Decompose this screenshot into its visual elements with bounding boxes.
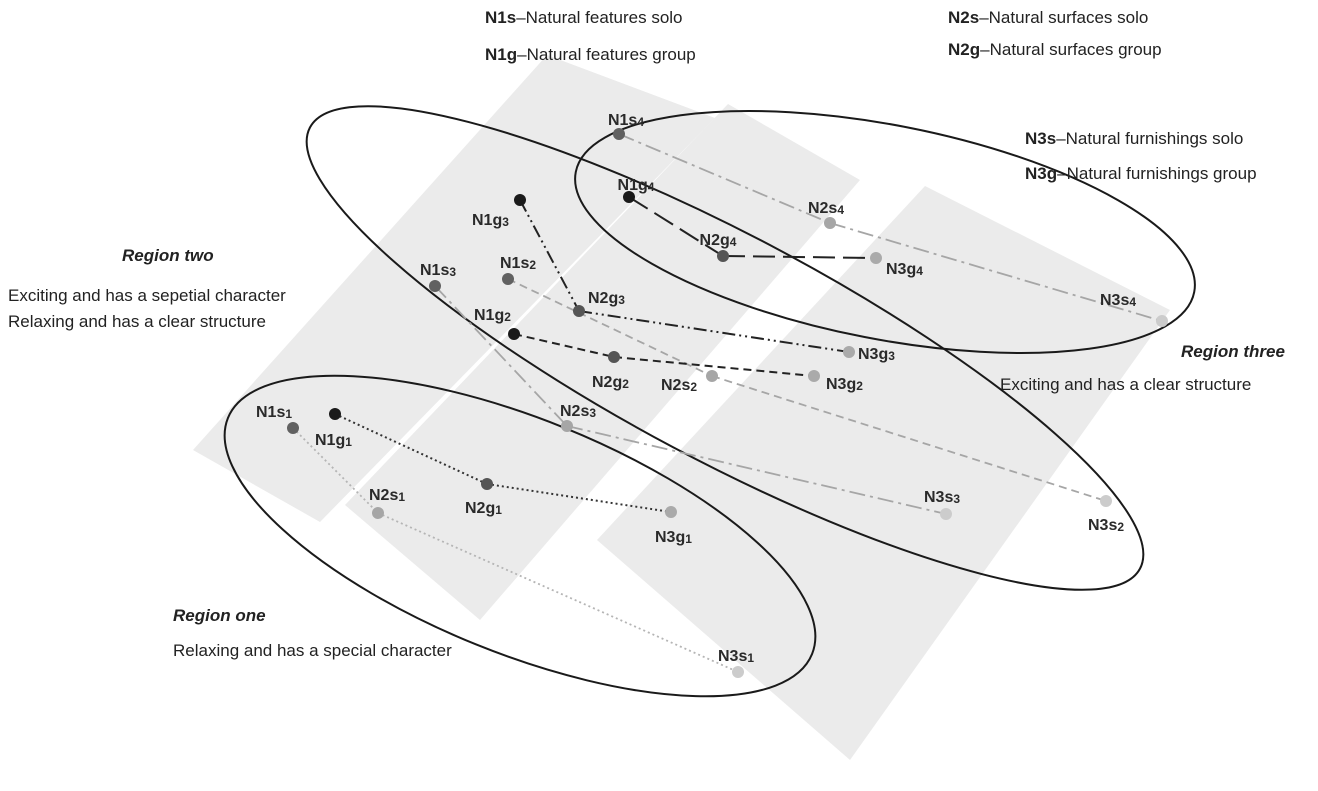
node-n1s4 [613, 128, 625, 140]
band-natural-features [193, 55, 715, 522]
background-bands [193, 55, 1170, 760]
node-n3s1 [732, 666, 744, 678]
node-label-n2g3: N2g3 [588, 290, 625, 307]
connection-n1s4-n2s4 [618, 133, 831, 224]
node-label-n1s4: N1s4 [608, 112, 644, 129]
legend-n3s: N3s–Natural furnishings solo [1025, 129, 1244, 148]
node-label-n3g4: N3g4 [886, 261, 923, 278]
legend-n1g: N1g–Natural features group [485, 45, 696, 64]
node-n2g4 [717, 250, 729, 262]
node-label-n3s2: N3s2 [1088, 517, 1124, 534]
node-label-n2g4: N2g4 [700, 232, 737, 249]
region-one-title: Region one [173, 606, 266, 625]
node-n3g1 [665, 506, 677, 518]
legend-code: N3s [1025, 129, 1057, 148]
region-one-description: Relaxing and has a special character [173, 641, 452, 660]
node-label-n1g2: N1g2 [474, 307, 511, 324]
node-n3s4 [1156, 315, 1168, 327]
node-n1g1 [329, 408, 341, 420]
node-n1g4 [623, 191, 635, 203]
node-n2g2 [608, 351, 620, 363]
node-labels: N1s4 N1g4 N2s4 N2g4 N3g4 N3s4 N1g3 N1s3 N1s2 N2g3… [256, 112, 1136, 665]
node-label-n3s3: N3s3 [924, 489, 960, 506]
legend-code: N1g [485, 45, 518, 64]
node-label-n3s1: N3s1 [718, 648, 754, 665]
region-three-description: Exciting and has a clear structure [1000, 375, 1252, 394]
node-n1g3 [514, 194, 526, 206]
band-natural-surfaces [345, 104, 860, 620]
node-n1s1 [287, 422, 299, 434]
connection-n1g3-n2g3 [519, 199, 580, 312]
node-label-n2s3: N2s3 [560, 403, 596, 420]
connection-lines [292, 133, 1163, 673]
connection-n2g2-n3g2 [613, 356, 815, 377]
band-natural-furnishings [597, 186, 1170, 760]
connection-n1g2-n2g2 [513, 333, 615, 358]
connection-n2g3-n3g3 [578, 310, 850, 353]
node-label-n3g2: N3g2 [826, 376, 863, 393]
legend-text: Natural surfaces solo [988, 8, 1149, 27]
node-n3g2 [808, 370, 820, 382]
connection-n2g1-n3g1 [486, 483, 672, 513]
node-n1s2 [502, 273, 514, 285]
connection-n2s2-n3s2 [711, 375, 1107, 502]
region-two-title: Region two [122, 246, 214, 265]
node-label-n1s3: N1s3 [420, 262, 456, 279]
legend-code: N1s [485, 8, 517, 27]
legend-n2s: N2s–Natural surfaces solo [948, 8, 1149, 27]
node-n1g2 [508, 328, 520, 340]
legend-text: Natural features group [526, 45, 696, 64]
node-label-n2s1: N2s1 [369, 487, 405, 504]
connection-n1s1-n2s1 [292, 427, 379, 514]
node-n1s3 [429, 280, 441, 292]
legend-text: Natural furnishings group [1066, 164, 1257, 183]
connection-n2s3-n3s3 [566, 425, 947, 515]
legend-text: Natural surfaces group [989, 40, 1162, 59]
node-label-n1g4: N1g4 [618, 177, 655, 194]
legend-code: N2g [948, 40, 981, 59]
node-label-n2g1: N2g1 [465, 500, 502, 517]
node-n3s3 [940, 508, 952, 520]
legend-n3g: N3g–Natural furnishings group [1025, 164, 1257, 183]
connection-n1g4-n2g4 [628, 196, 724, 257]
node-label-n2g2: N2g2 [592, 374, 629, 391]
node-n3g3 [843, 346, 855, 358]
node-label-n1s2: N1s2 [500, 255, 536, 272]
node-n3g4 [870, 252, 882, 264]
legend-n2g: N2g–Natural surfaces group [948, 40, 1162, 59]
node-n2s1 [372, 507, 384, 519]
legend-code: N3g [1025, 164, 1058, 183]
region-two-description-line2: Relaxing and has a clear structure [8, 312, 266, 331]
legend-code: N2s [948, 8, 980, 27]
node-n3s2 [1100, 495, 1112, 507]
region-three-title: Region three [1181, 342, 1285, 361]
connection-n2s1-n3s1 [377, 512, 739, 673]
node-label-n3g3: N3g3 [858, 346, 895, 363]
region-three-ellipse [574, 109, 1196, 355]
node-label-n2s2: N2s2 [661, 377, 697, 394]
region-two-ellipse [305, 105, 1145, 591]
node-n2s2 [706, 370, 718, 382]
node-n2g1 [481, 478, 493, 490]
connection-n1s2-n2s2 [507, 278, 713, 377]
connection-n2g4-n3g4 [722, 255, 877, 259]
legend-text: Natural furnishings solo [1065, 129, 1244, 148]
legend-text: Natural features solo [525, 8, 683, 27]
node-label-n1g1: N1g1 [315, 432, 352, 449]
node-label-n3s4: N3s4 [1100, 292, 1136, 309]
legend-n1s: N1s–Natural features solo [485, 8, 683, 27]
node-n2g3 [573, 305, 585, 317]
connection-n1s3-n2s3 [434, 285, 568, 427]
node-label-n1s1: N1s1 [256, 404, 292, 421]
node-n2s3 [561, 420, 573, 432]
node-label-n3g1: N3g1 [655, 529, 692, 546]
node-n2s4 [824, 217, 836, 229]
node-label-n1g3: N1g3 [472, 212, 509, 229]
region-two-description-line1: Exciting and has a sepetial character [8, 286, 286, 305]
node-markers [287, 128, 1168, 678]
node-label-n2s4: N2s4 [808, 200, 844, 217]
